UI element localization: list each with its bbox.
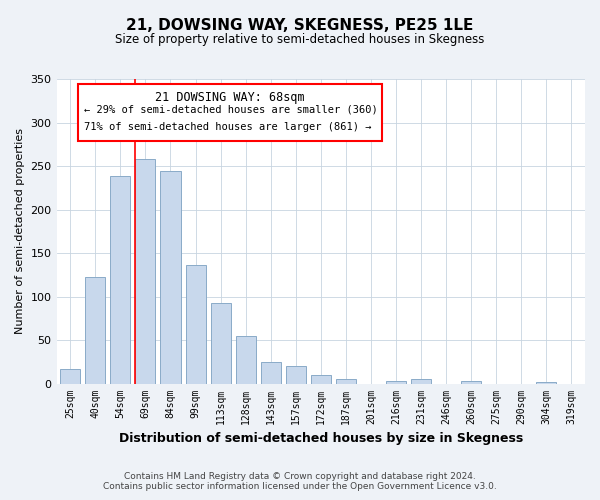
Text: Size of property relative to semi-detached houses in Skegness: Size of property relative to semi-detach… bbox=[115, 32, 485, 46]
Bar bbox=[110, 176, 130, 384]
Bar bbox=[260, 362, 281, 384]
Bar bbox=[211, 302, 230, 384]
Bar bbox=[336, 379, 356, 384]
Bar bbox=[311, 375, 331, 384]
Bar bbox=[386, 381, 406, 384]
Bar bbox=[536, 382, 556, 384]
Bar bbox=[160, 171, 181, 384]
Text: 71% of semi-detached houses are larger (861) →: 71% of semi-detached houses are larger (… bbox=[84, 122, 371, 132]
Bar bbox=[85, 276, 106, 384]
Text: ← 29% of semi-detached houses are smaller (360): ← 29% of semi-detached houses are smalle… bbox=[84, 105, 378, 115]
Bar bbox=[411, 379, 431, 384]
Bar bbox=[461, 381, 481, 384]
Text: Contains HM Land Registry data © Crown copyright and database right 2024.: Contains HM Land Registry data © Crown c… bbox=[124, 472, 476, 481]
Bar bbox=[60, 369, 80, 384]
Text: Contains public sector information licensed under the Open Government Licence v3: Contains public sector information licen… bbox=[103, 482, 497, 491]
Bar bbox=[286, 366, 306, 384]
X-axis label: Distribution of semi-detached houses by size in Skegness: Distribution of semi-detached houses by … bbox=[119, 432, 523, 445]
Text: 21 DOWSING WAY: 68sqm: 21 DOWSING WAY: 68sqm bbox=[155, 91, 304, 104]
FancyBboxPatch shape bbox=[77, 84, 382, 141]
Y-axis label: Number of semi-detached properties: Number of semi-detached properties bbox=[15, 128, 25, 334]
Bar bbox=[236, 336, 256, 384]
Bar bbox=[136, 159, 155, 384]
Bar bbox=[185, 265, 206, 384]
Text: 21, DOWSING WAY, SKEGNESS, PE25 1LE: 21, DOWSING WAY, SKEGNESS, PE25 1LE bbox=[127, 18, 473, 32]
